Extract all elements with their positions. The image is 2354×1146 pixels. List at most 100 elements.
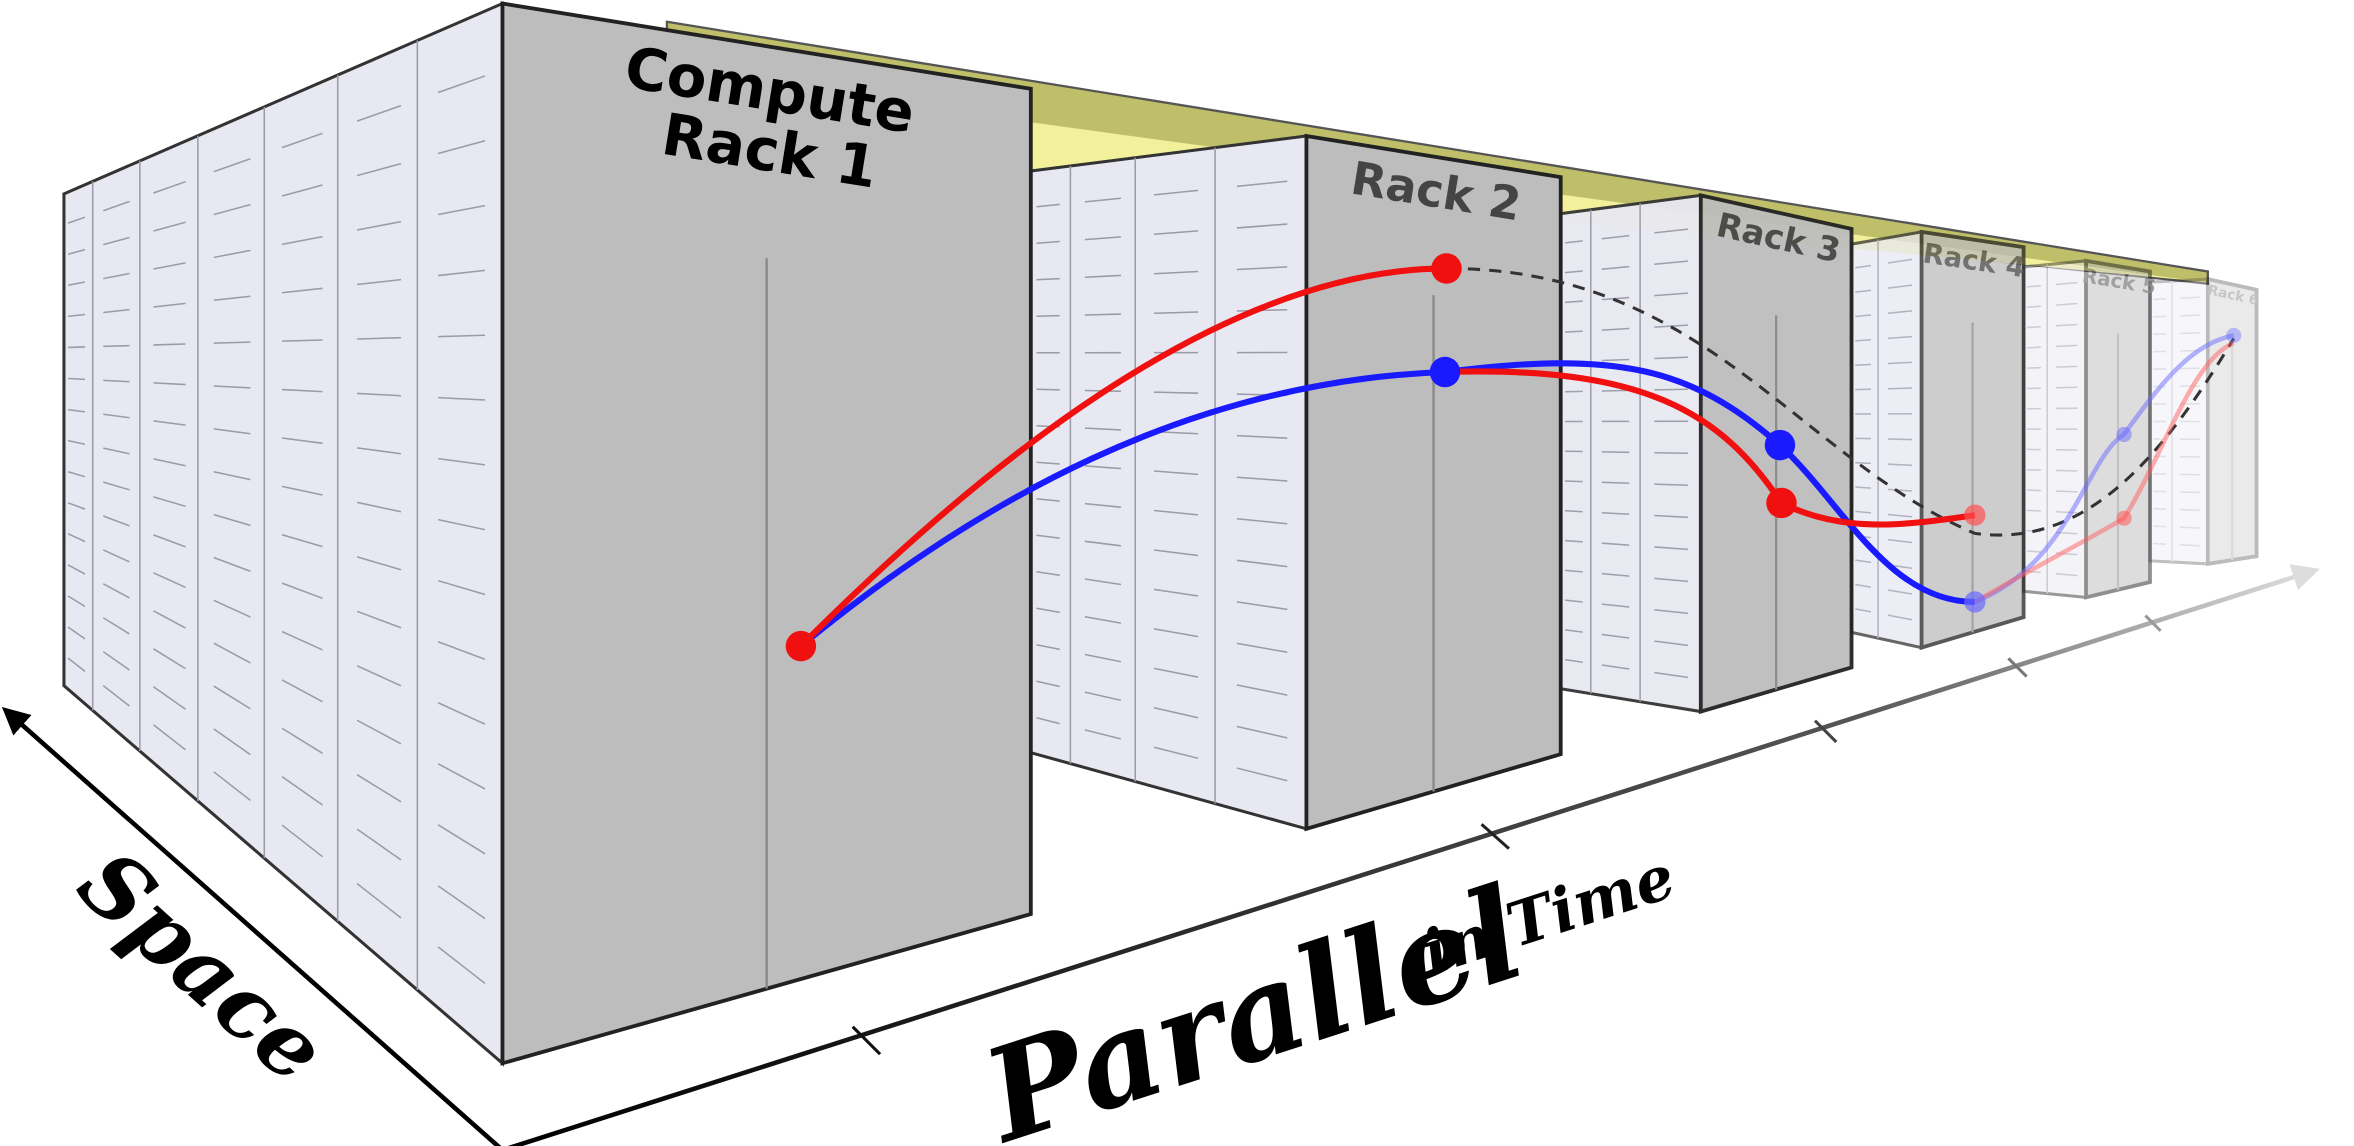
rack-slot	[1601, 572, 1630, 577]
rack-slot	[1236, 223, 1288, 229]
rack-slot	[1153, 311, 1199, 314]
rack-slot	[1855, 461, 1871, 465]
rack-slot	[1601, 234, 1630, 240]
rack-slot	[2026, 489, 2041, 492]
rack-slot	[213, 556, 251, 572]
rack-slot	[437, 140, 486, 155]
rack-slot	[1036, 240, 1060, 245]
rack-slot	[1601, 603, 1630, 608]
point	[1431, 253, 1462, 284]
rack-slot	[1084, 313, 1121, 316]
rack-slot	[1855, 314, 1872, 318]
rack-slot	[2153, 525, 2167, 528]
rack-slot	[1236, 642, 1288, 654]
rack-slot	[281, 437, 323, 445]
rack-slot	[213, 249, 251, 259]
rack-slot	[153, 534, 186, 548]
rack-slot	[2055, 323, 2078, 327]
rack-slot	[1236, 559, 1288, 568]
rack-slot	[153, 420, 186, 426]
rack-slot	[281, 776, 323, 806]
rack-slot	[2179, 508, 2200, 511]
rack-slot	[153, 302, 186, 308]
rack-slot	[153, 496, 186, 508]
rack-slot	[213, 158, 251, 173]
rack-slot	[437, 518, 486, 531]
rack-slot	[1855, 264, 1872, 269]
rack-slot	[281, 388, 323, 393]
rack-slot	[1084, 729, 1122, 740]
rack-slot	[2179, 526, 2200, 529]
rack-slot	[2179, 491, 2200, 494]
rack-slot	[281, 287, 323, 294]
rack-slot	[281, 630, 323, 651]
rack-slot	[153, 686, 186, 710]
point	[1766, 487, 1797, 519]
rack-slot	[67, 281, 86, 287]
rack-slot	[437, 204, 486, 216]
rack-slot	[2026, 305, 2041, 309]
rack-slot	[356, 447, 402, 455]
rack-slot	[2179, 544, 2200, 547]
rack-slot	[1153, 707, 1199, 719]
rack-slot	[1601, 511, 1630, 515]
rack-slot	[1036, 717, 1060, 725]
rack-slot	[153, 610, 186, 629]
rack-slot	[67, 216, 86, 224]
rack-slot	[1236, 684, 1288, 696]
rack-slot	[102, 617, 130, 635]
rack-slot	[103, 379, 130, 383]
rack-slot	[1601, 633, 1630, 639]
rack-slot	[2026, 509, 2041, 512]
rack-slot	[1564, 510, 1583, 513]
rack-slot	[153, 382, 186, 386]
rack-slot	[102, 515, 130, 527]
rack-slot	[102, 549, 130, 563]
rack-slot	[1236, 434, 1288, 439]
rack-slot	[1564, 658, 1583, 663]
rack-slot	[67, 533, 86, 543]
rack-slot	[213, 471, 251, 481]
rack-slot	[1564, 330, 1583, 333]
rack-slot	[1654, 640, 1688, 647]
rack-slot	[438, 457, 486, 466]
rack-slot	[356, 719, 402, 745]
rack-slot	[1084, 236, 1121, 241]
rack-slot	[1084, 197, 1122, 203]
rack-slot	[67, 502, 86, 510]
rack-slot	[2153, 298, 2167, 301]
red-trajectory	[798, 265, 1447, 649]
tick	[1480, 823, 1510, 850]
rack-slot	[1887, 310, 1913, 315]
rack-slot	[281, 727, 323, 754]
rack-slot	[2055, 365, 2078, 368]
rack-slot	[152, 724, 187, 751]
rack-slot	[102, 583, 130, 599]
rack-slot	[437, 702, 486, 725]
rack-slot	[213, 599, 251, 618]
rack-slot	[357, 336, 401, 340]
rack-slot	[213, 642, 251, 664]
rack-slot	[103, 272, 130, 280]
rack-slot	[1153, 470, 1199, 476]
rack-slot	[1855, 289, 1872, 293]
rack-slot	[356, 610, 402, 629]
rack-slot	[281, 184, 323, 197]
rack-slot	[1153, 549, 1199, 557]
rack-slot	[213, 341, 251, 344]
rack-slot	[1887, 258, 1913, 264]
rack-slot	[1564, 569, 1583, 573]
rack-slot	[67, 564, 86, 575]
rack-slot	[356, 774, 402, 803]
rack-slot	[1887, 513, 1913, 518]
rack-slot	[1564, 539, 1583, 543]
rack-slot	[437, 946, 486, 985]
rack-slot	[67, 595, 86, 608]
rack-slot	[153, 180, 186, 194]
rack-slot	[1084, 578, 1122, 586]
red-trajectory-2	[1444, 368, 1976, 528]
rack-slot	[67, 408, 86, 413]
rack-slot	[281, 485, 323, 496]
rack-slot	[1036, 644, 1060, 651]
